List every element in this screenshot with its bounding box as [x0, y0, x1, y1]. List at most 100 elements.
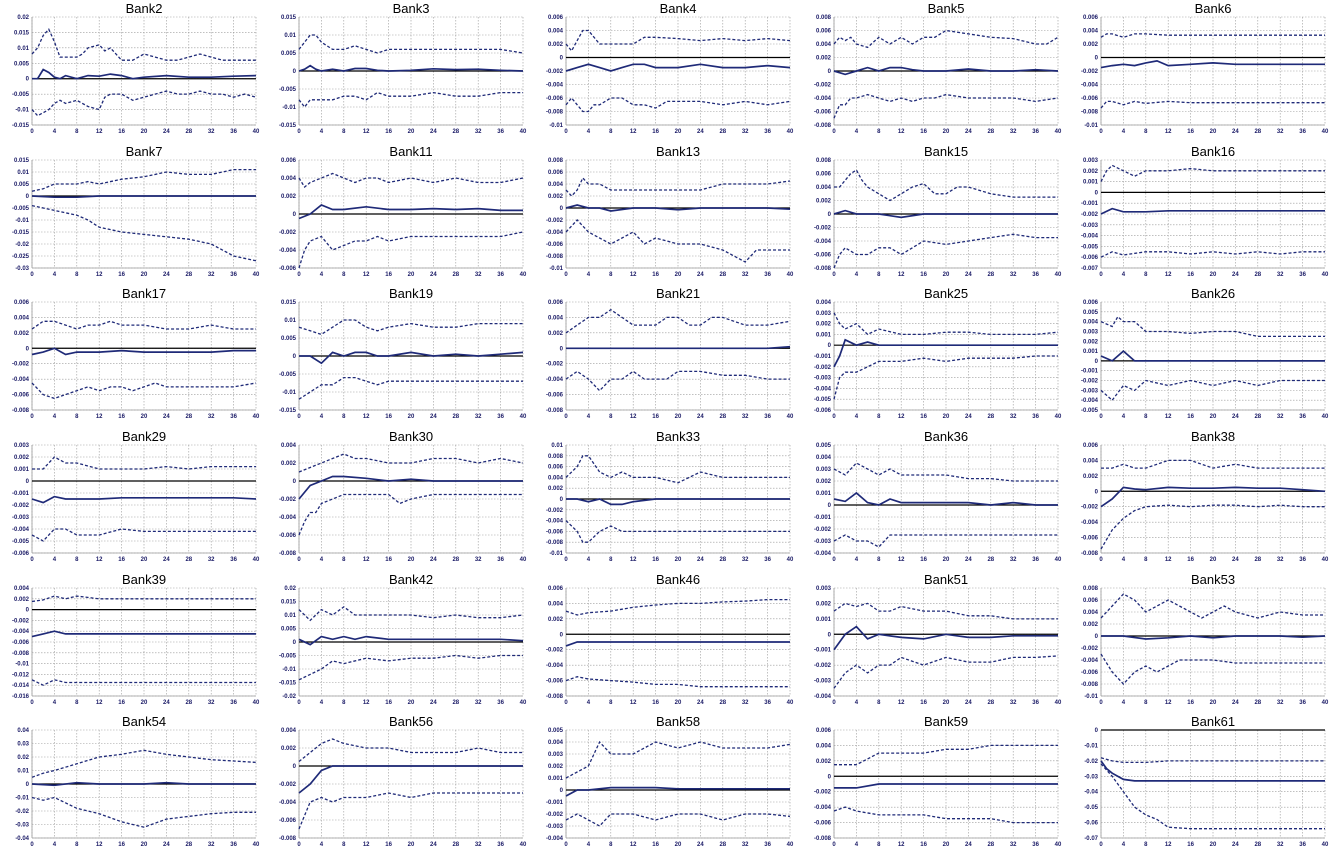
y-tick-label: -0.01 [15, 218, 29, 224]
y-tick-label: -0.004 [546, 83, 564, 89]
y-tick-label: 0.002 [1083, 42, 1099, 48]
x-tick-label: 12 [1165, 842, 1172, 848]
x-tick-label: 36 [1299, 129, 1306, 135]
chart-title: Bank26 [1191, 286, 1235, 301]
y-tick-label: -0.005 [12, 92, 30, 98]
y-tick-label: -0.01 [1084, 694, 1098, 700]
chart-title: Bank30 [389, 429, 433, 444]
y-tick-label: -0.01 [283, 390, 297, 396]
x-tick-label: 8 [877, 557, 881, 563]
y-tick-label: -0.005 [814, 398, 832, 404]
x-tick-label: 12 [1165, 414, 1172, 420]
x-tick-label: 40 [520, 129, 527, 135]
x-tick-label: 40 [787, 842, 794, 848]
x-tick-label: 40 [253, 557, 260, 563]
x-tick-label: 12 [1165, 129, 1172, 135]
confidence-band-line [298, 172, 524, 188]
x-tick-label: 36 [1032, 129, 1039, 135]
confidence-band-line [566, 675, 791, 688]
x-tick-label: 40 [520, 414, 527, 420]
confidence-band-line [565, 176, 791, 197]
x-tick-label: 40 [787, 414, 794, 420]
x-tick-label: 40 [253, 700, 260, 706]
y-tick-label: 0.01 [285, 613, 297, 619]
y-tick-label: -0.002 [546, 508, 564, 514]
x-tick-label: 16 [118, 129, 125, 135]
x-tick-label: 16 [1187, 557, 1194, 563]
x-tick-label: 4 [587, 842, 591, 848]
x-tick-label: 12 [897, 842, 904, 848]
x-tick-label: 8 [75, 272, 79, 278]
x-tick-label: 36 [765, 272, 772, 278]
x-tick-label: 28 [185, 414, 192, 420]
x-tick-label: 36 [765, 842, 772, 848]
x-tick-label: 8 [75, 557, 79, 563]
y-tick-label: -0.03 [1084, 775, 1098, 781]
x-tick-label: 24 [697, 557, 704, 563]
x-tick-label: 28 [185, 129, 192, 135]
y-tick-label: 0 [560, 347, 564, 353]
chart-panel: Bank59 -0.008 -0.006 -0.004 -0.002 0 0.002 0.00… [804, 714, 1066, 854]
y-tick-label: -0.006 [279, 818, 297, 824]
confidence-band-line [31, 168, 256, 192]
x-tick-label: 24 [430, 700, 437, 706]
chart-svg: Bank30 -0.008 -0.006 -0.004 -0.002 0 0.002 0.00… [279, 429, 527, 563]
x-tick-label: 0 [565, 129, 569, 135]
y-tick-label: 0 [827, 503, 831, 509]
y-tick-label: -0.05 [1084, 805, 1098, 811]
x-tick-label: 8 [610, 129, 614, 135]
y-tick-label: -0.004 [546, 519, 564, 525]
y-tick-label: 0.004 [14, 586, 30, 592]
x-tick-label: 20 [408, 129, 415, 135]
x-tick-label: 8 [610, 272, 614, 278]
y-tick-label: 0.002 [548, 486, 564, 492]
x-tick-label: 28 [185, 700, 192, 706]
y-tick-label: 0.005 [281, 51, 297, 57]
y-tick-label: 0.006 [1083, 15, 1099, 21]
confidence-band-line [31, 797, 256, 829]
y-tick-label: -0.003 [12, 515, 30, 521]
chart-svg: Bank3 -0.015 -0.01 -0.005 0 0.005 0.01 0.015 0 4 8… [279, 1, 527, 135]
chart-panel: Bank56 -0.008 -0.006 -0.004 -0.002 0 0.002 0.00… [269, 714, 531, 854]
y-tick-label: -0.004 [546, 836, 564, 842]
x-tick-label: 20 [141, 129, 148, 135]
y-tick-label: 0.004 [1083, 610, 1099, 616]
y-tick-label: -0.006 [12, 393, 30, 399]
x-tick-label: 40 [787, 129, 794, 135]
y-tick-label: 0.004 [548, 601, 564, 607]
x-tick-label: 12 [96, 129, 103, 135]
x-tick-label: 20 [141, 272, 148, 278]
chart-svg: Bank13 -0.01 -0.008 -0.006 -0.004 -0.002 0 0.00… [546, 144, 794, 278]
y-tick-label: -0.015 [279, 680, 297, 686]
y-tick-label: -0.002 [814, 663, 832, 669]
y-tick-label: -0.004 [279, 515, 297, 521]
x-tick-label: 36 [1299, 842, 1306, 848]
confidence-band-line [566, 813, 791, 828]
x-tick-label: 40 [253, 414, 260, 420]
x-tick-label: 36 [1032, 557, 1039, 563]
x-tick-label: 28 [720, 272, 727, 278]
y-tick-label: -0.001 [814, 515, 832, 521]
confidence-band-line [566, 370, 791, 392]
chart-title: Bank58 [656, 714, 700, 729]
y-tick-label: -0.008 [1081, 682, 1099, 688]
x-tick-label: 32 [475, 700, 482, 706]
y-tick-label: -0.001 [814, 354, 832, 360]
x-tick-label: 8 [1144, 129, 1148, 135]
y-tick-label: 0.006 [281, 158, 297, 164]
chart-svg: Bank25 -0.006 -0.005 -0.004 -0.003 -0.002 -0.0… [814, 286, 1062, 420]
y-tick-label: -0.001 [814, 647, 832, 653]
chart-panel: Bank7 -0.03 -0.025 -0.02 -0.015 -0.01 -0.005 0 0… [2, 144, 264, 284]
y-tick-label: -0.002 [814, 83, 832, 89]
x-tick-label: 20 [942, 700, 949, 706]
x-tick-label: 16 [653, 700, 660, 706]
y-tick-label: -0.004 [12, 377, 30, 383]
x-tick-label: 12 [630, 842, 637, 848]
x-tick-label: 28 [720, 557, 727, 563]
x-tick-label: 32 [742, 842, 749, 848]
x-tick-label: 20 [141, 700, 148, 706]
y-tick-label: 0.005 [281, 336, 297, 342]
x-tick-label: 8 [342, 842, 346, 848]
y-tick-label: 0.006 [548, 15, 564, 21]
y-tick-label: -0.01 [1084, 744, 1098, 750]
